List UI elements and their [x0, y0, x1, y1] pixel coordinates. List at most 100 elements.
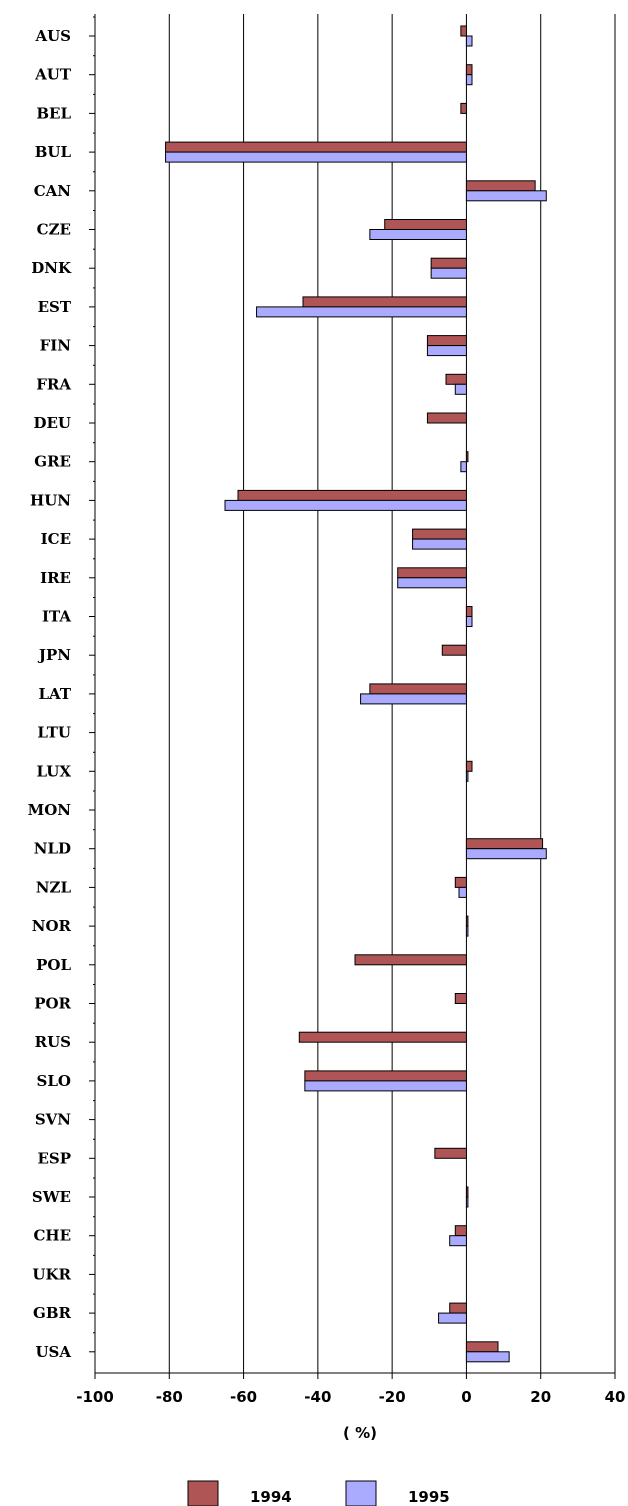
- category-labels: AUS AUT BEL BUL CAN CZE DNK EST FIN FRA DEU GRE HUN I…: [28, 27, 72, 1361]
- category-label-nor: NOR: [32, 917, 72, 935]
- x-tick-label: 20: [530, 1388, 551, 1406]
- x-axis-title: ( %): [343, 1424, 377, 1442]
- bar-1995-usa: [465, 1351, 510, 1363]
- bar-1995-nor: [465, 925, 469, 937]
- category-label-bul: BUL: [35, 143, 72, 161]
- category-label-pol: POL: [36, 956, 71, 974]
- bar-1994-can: [465, 180, 536, 192]
- bar-1994-usa: [465, 1341, 499, 1353]
- category-label-aut: AUT: [34, 66, 72, 84]
- bar-1994-lat: [369, 683, 467, 695]
- bar-1994-deu: [426, 412, 467, 424]
- category-label-can: CAN: [34, 182, 72, 200]
- bar-1994-che: [454, 1225, 467, 1237]
- legend-label-1994: 1994: [250, 1488, 292, 1506]
- bar-1994-hun: [237, 489, 467, 501]
- category-label-ita: ITA: [42, 608, 71, 626]
- category-label-jpn: JPN: [37, 646, 71, 664]
- category-label-ice: ICE: [41, 530, 71, 548]
- bar-1994-nzl: [454, 876, 467, 888]
- x-tick-label: 40: [605, 1388, 626, 1406]
- category-label-che: CHE: [33, 1227, 71, 1245]
- bar-1995-dnk: [430, 267, 467, 279]
- bar-1995-gre: [460, 461, 467, 473]
- bar-1994-fin: [426, 335, 467, 347]
- category-label-swe: SWE: [32, 1188, 71, 1206]
- bar-1994-cze: [384, 219, 467, 230]
- bar-1995-ice: [412, 538, 467, 550]
- category-label-fin: FIN: [40, 337, 72, 355]
- legend: 1994 1995: [187, 1480, 450, 1506]
- x-tick-label: -100: [76, 1388, 114, 1406]
- bar-1994-swe: [465, 1186, 469, 1198]
- bar-1994-aut: [465, 64, 473, 76]
- bar-1995-hun: [224, 499, 467, 511]
- bar-1995-ita: [465, 616, 473, 627]
- category-label-usa: USA: [35, 1343, 71, 1361]
- bar-1994-nld: [465, 838, 544, 850]
- bar-1994-fra: [445, 373, 467, 385]
- category-label-esp: ESP: [37, 1149, 71, 1167]
- category-label-lux: LUX: [37, 762, 72, 780]
- bar-1994-ita: [465, 606, 473, 617]
- bar-1995-che: [449, 1235, 467, 1247]
- bar-1994-esp: [434, 1147, 467, 1159]
- bar-1994-lux: [465, 760, 473, 772]
- bar-1995-fra: [454, 383, 467, 395]
- category-label-mon: MON: [28, 801, 72, 819]
- bar-1995-slo: [304, 1080, 467, 1092]
- category-label-deu: DEU: [33, 414, 71, 432]
- category-label-ire: IRE: [40, 569, 71, 587]
- bar-1994-ice: [412, 528, 467, 540]
- x-tick-label: -40: [304, 1388, 331, 1406]
- category-label-hun: HUN: [30, 491, 71, 509]
- bar-1994-gre: [465, 451, 469, 463]
- bar-1994-est: [302, 296, 467, 308]
- category-label-por: POR: [34, 995, 71, 1013]
- x-tick-labels: -100 -80 -60 -40 -20 0 20 40: [76, 1388, 625, 1406]
- category-label-est: EST: [38, 298, 72, 316]
- bar-1994-por: [454, 993, 467, 1004]
- category-label-svn: SVN: [35, 1111, 71, 1129]
- category-label-rus: RUS: [35, 1033, 71, 1051]
- bar-1994-rus: [298, 1031, 467, 1043]
- bar-1995-ire: [397, 577, 467, 589]
- bar-1994-bel: [460, 102, 467, 114]
- bar-1995-nld: [465, 848, 547, 860]
- x-tick-label: 0: [461, 1388, 471, 1406]
- x-tick-label: -80: [156, 1388, 183, 1406]
- category-label-nld: NLD: [34, 840, 71, 858]
- legend-swatch-1994: [187, 1480, 219, 1506]
- bar-1994-nor: [465, 915, 469, 927]
- bar-1995-gbr: [438, 1312, 467, 1324]
- bars: [165, 25, 547, 1363]
- bar-1994-ire: [397, 567, 467, 579]
- bar-1995-can: [465, 190, 547, 202]
- category-label-fra: FRA: [36, 375, 71, 393]
- category-label-nzl: NZL: [36, 878, 72, 896]
- category-label-gre: GRE: [34, 453, 71, 471]
- category-label-lat: LAT: [38, 685, 71, 703]
- bar-1994-pol: [354, 954, 467, 966]
- bar-1995-swe: [465, 1196, 469, 1208]
- x-tick-label: -60: [230, 1388, 257, 1406]
- bar-1995-bul: [165, 151, 467, 163]
- x-tick-label: -20: [379, 1388, 406, 1406]
- category-label-ltu: LTU: [37, 724, 71, 742]
- bar-1994-gbr: [449, 1302, 467, 1314]
- category-label-ukr: UKR: [32, 1265, 71, 1283]
- bar-1994-bul: [165, 141, 467, 153]
- bar-1995-aut: [465, 74, 473, 86]
- bar-1995-nzl: [458, 886, 467, 898]
- bar-1995-aus: [465, 35, 473, 47]
- legend-swatch-1995: [345, 1480, 377, 1506]
- legend-label-1995: 1995: [408, 1488, 450, 1506]
- bar-1994-aus: [460, 25, 467, 37]
- bar-1995-lat: [360, 693, 467, 705]
- axes: [89, 14, 616, 1379]
- category-label-bel: BEL: [36, 104, 71, 122]
- category-label-gbr: GBR: [33, 1304, 71, 1322]
- bar-1994-slo: [304, 1070, 467, 1082]
- bar-1995-est: [256, 306, 467, 318]
